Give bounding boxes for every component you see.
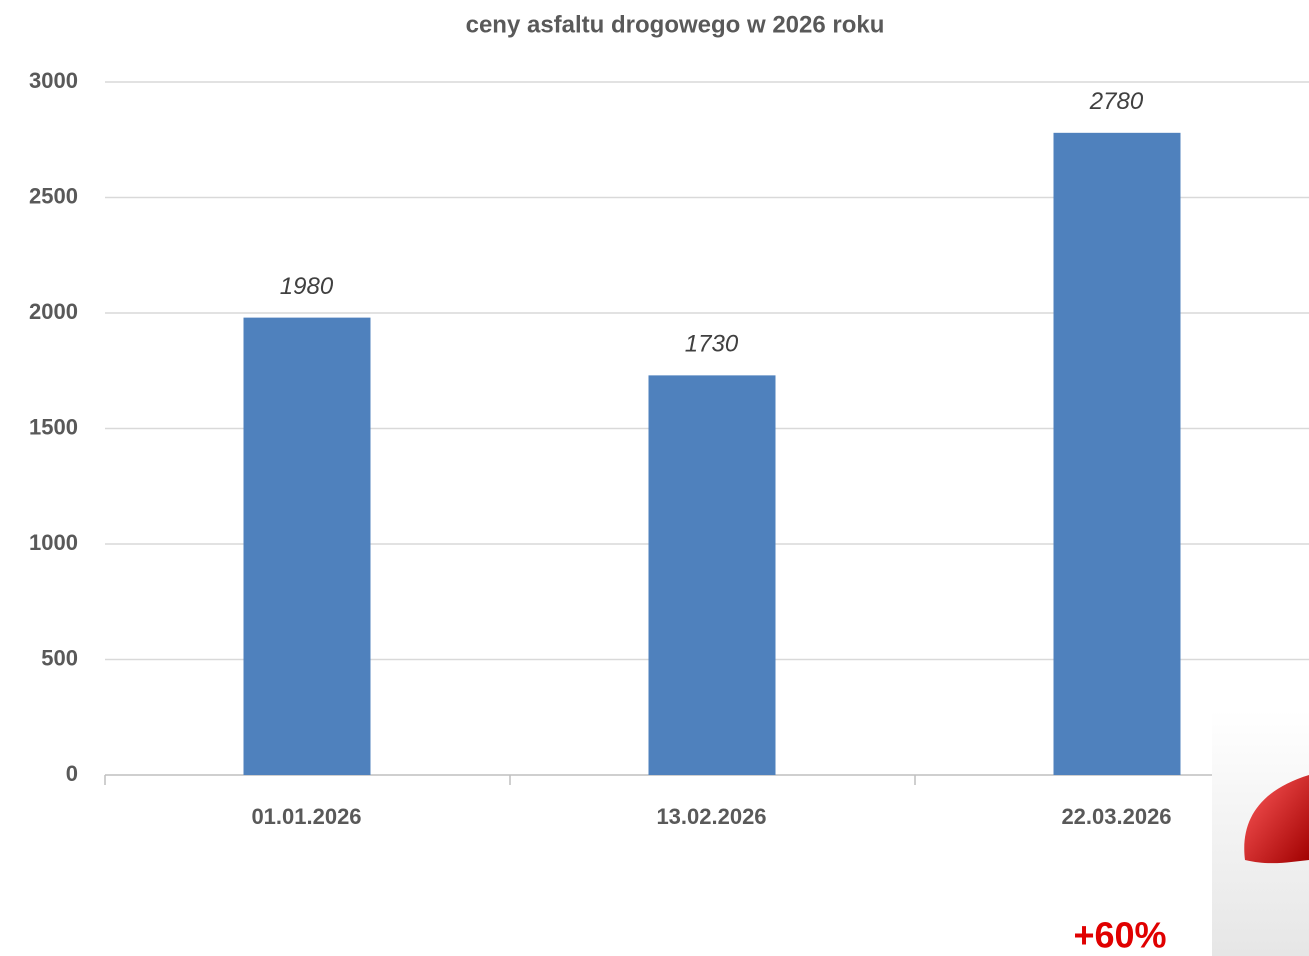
y-tick-label: 0	[66, 761, 78, 786]
chart-title: ceny asfaltu drogowego w 2026 roku	[466, 11, 885, 38]
y-tick-label: 3000	[29, 68, 78, 93]
x-tick-label: 01.01.2026	[251, 804, 361, 829]
bar	[649, 375, 776, 775]
page: 0 500 1000 1500 2000 2500 3000 01.01.2026 1980 13…	[0, 0, 1309, 956]
bar	[1054, 133, 1181, 775]
value-label: 2780	[1089, 88, 1144, 115]
decorative-image	[1212, 710, 1309, 956]
y-tick-label: 2000	[29, 299, 78, 324]
chart: 0 500 1000 1500 2000 2500 3000 01.01.2026 1980 13…	[0, 0, 1309, 956]
value-label: 1980	[280, 273, 334, 300]
y-tick-label: 2500	[29, 183, 78, 208]
y-tick-label: 500	[41, 645, 78, 670]
y-tick-label: 1500	[29, 414, 78, 439]
annotation: +60%	[1073, 915, 1166, 956]
x-tick-label: 13.02.2026	[656, 804, 766, 829]
x-tick-label: 22.03.2026	[1061, 804, 1171, 829]
bar	[244, 318, 371, 775]
y-tick-label: 1000	[29, 530, 78, 555]
value-label: 1730	[685, 331, 739, 358]
